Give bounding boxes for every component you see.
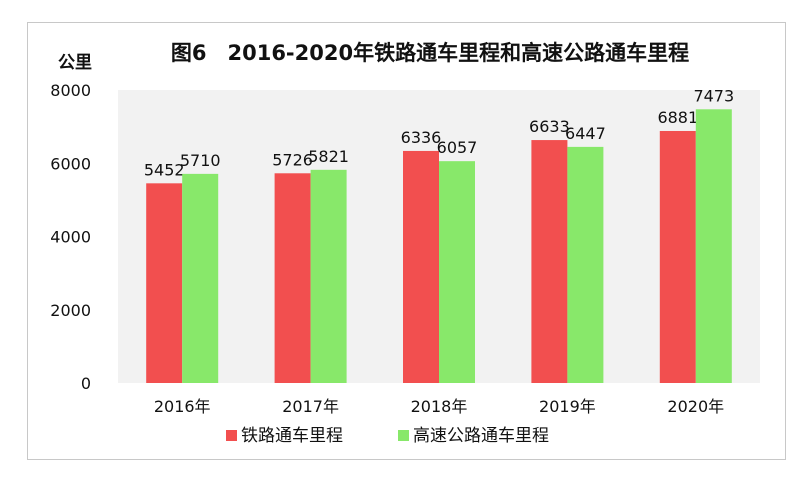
bar-series-2 (567, 146, 604, 383)
y-tick-label: 6000 (50, 154, 91, 173)
data-label: 5452 (144, 160, 185, 179)
chart-title: 图6 2016-2020年铁路通车里程和高速公路通车里程 (171, 41, 689, 65)
legend-label-series-2: 高速公路通车里程 (413, 426, 549, 446)
y-axis: 0 2000 4000 6000 8000 (50, 81, 91, 393)
bar-series-1 (659, 130, 696, 383)
data-label: 6447 (565, 124, 606, 143)
data-label: 5710 (180, 151, 221, 170)
x-tick-label: 2017年 (282, 397, 339, 416)
x-tick-label: 2019年 (539, 397, 596, 416)
data-label: 6336 (401, 128, 442, 147)
y-tick-label: 8000 (50, 81, 91, 100)
x-axis: 2016年 2017年 2018年 2019年 2020年 (154, 397, 724, 416)
x-tick-label: 2016年 (154, 397, 211, 416)
y-tick-label: 0 (81, 374, 91, 393)
bar-series-2 (439, 161, 475, 383)
data-label: 5821 (308, 147, 349, 166)
data-label: 5726 (272, 150, 313, 169)
x-tick-label: 2020年 (667, 397, 724, 416)
legend: 铁路通车里程 高速公路通车里程 (226, 426, 549, 446)
data-label: 7473 (693, 86, 734, 105)
bar-series-1 (403, 150, 439, 383)
y-tick-label: 4000 (50, 228, 91, 247)
bar-series-1 (531, 140, 568, 383)
y-unit-label: 公里 (58, 53, 92, 73)
bar-series-2 (310, 169, 347, 383)
data-label: 6881 (657, 108, 698, 127)
data-label: 6057 (437, 138, 478, 157)
y-tick-label: 2000 (50, 301, 91, 320)
bar-series-1 (274, 173, 311, 383)
data-label: 6633 (529, 117, 570, 136)
legend-swatch-series-1 (226, 430, 237, 441)
bar-series-2 (695, 109, 732, 383)
bar-series-2 (182, 173, 219, 383)
legend-label-series-1: 铁路通车里程 (241, 426, 343, 446)
legend-swatch-series-2 (398, 430, 409, 441)
x-tick-label: 2018年 (411, 397, 468, 416)
bar-series-1 (146, 183, 183, 383)
